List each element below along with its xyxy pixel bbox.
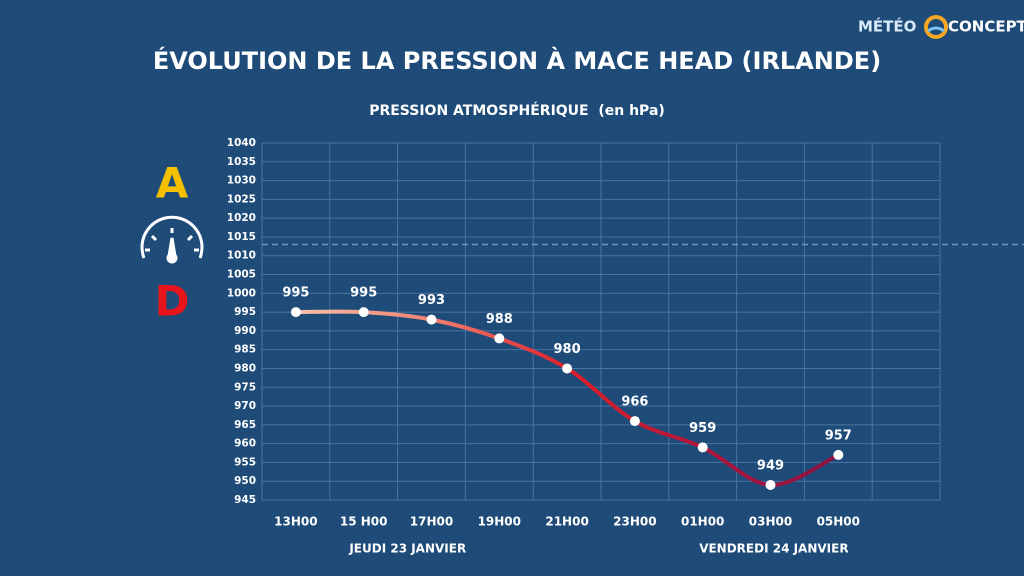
data-point [426,314,437,325]
data-label: 995 [350,286,377,301]
y-tick-label: 950 [234,475,256,487]
data-point [833,449,844,460]
data-point [562,363,573,374]
logo-icon [924,15,948,39]
y-tick-label: 990 [234,325,256,337]
annotation: A [156,159,189,208]
y-tick-label: 945 [234,494,256,506]
y-tick-label: 975 [234,381,256,393]
gauge-icon [140,215,204,264]
y-tick-label: 960 [234,438,256,450]
data-point [290,307,301,318]
data-point [697,442,708,453]
data-label: 988 [486,312,513,327]
x-tick-label: 13H00 [274,515,317,529]
x-tick-label: 05H00 [817,515,860,529]
y-tick-label: 1005 [227,269,256,281]
y-tick-label: 995 [234,306,256,318]
chart-subtitle: PRESSION ATMOSPHÉRIQUE (en hPa) [369,102,665,119]
data-label: 957 [825,428,852,443]
logo-wave [927,26,945,33]
data-label: 995 [282,286,309,301]
data-point [494,333,505,344]
y-tick-label: 1035 [227,156,256,168]
y-tick-label: 1000 [227,287,256,299]
data-label: 980 [554,342,581,357]
day-label: JEUDI 23 JANVIER [348,542,466,556]
data-label: 966 [621,395,648,410]
x-tick-label: 01H00 [681,515,724,529]
y-tick-label: 955 [234,456,256,468]
day-label: VENDREDI 24 JANVIER [699,542,848,556]
x-tick-label: 23H00 [613,515,656,529]
data-label: 959 [689,421,716,436]
y-tick-label: 985 [234,344,256,356]
data-point [765,479,776,490]
y-tick-label: 1020 [227,212,256,224]
x-tick-label: 03H00 [749,515,792,529]
x-tick-label: 15 H00 [340,515,388,529]
y-tick-label: 1030 [227,175,256,187]
annotation: D [155,277,190,326]
x-tick-label: 19H00 [478,515,521,529]
y-tick-label: 980 [234,362,256,374]
y-tick-label: 1015 [227,231,256,243]
y-tick-label: 965 [234,419,256,431]
y-tick-label: 1040 [227,137,256,149]
chart-title: ÉVOLUTION DE LA PRESSION À MACE HEAD (IR… [153,46,881,75]
y-tick-label: 1025 [227,193,256,205]
logo-text: MÉTÉO [858,17,916,36]
x-tick-label: 21H00 [545,515,588,529]
y-tick-label: 1010 [227,250,256,262]
data-point [358,307,369,318]
logo-text: CONCEPT [948,18,1024,36]
x-tick-label: 17H00 [410,515,453,529]
data-point [629,416,640,427]
y-tick-label: 970 [234,400,256,412]
data-label: 993 [418,293,445,308]
data-label: 949 [757,458,784,473]
